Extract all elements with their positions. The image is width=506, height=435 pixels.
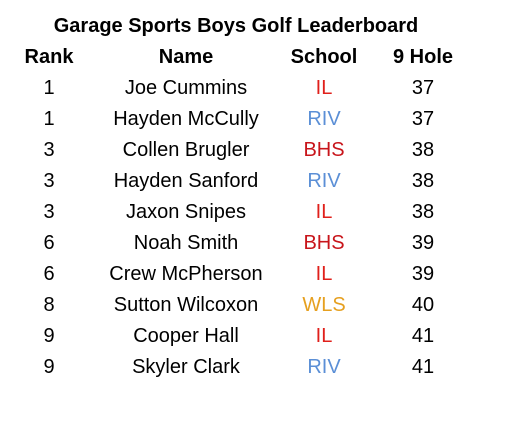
score-cell: 41 bbox=[411, 325, 435, 347]
name-cell: Noah Smith bbox=[133, 232, 239, 254]
school-cell: IL bbox=[315, 77, 333, 99]
name-cell: Sutton Wilcoxon bbox=[113, 294, 259, 316]
table-row: 9 Cooper Hall IL 41 bbox=[0, 321, 472, 352]
table-row: 3 Jaxon Snipes IL 38 bbox=[0, 197, 472, 228]
score-cell: 38 bbox=[411, 139, 435, 161]
school-cell: RIV bbox=[307, 170, 341, 192]
school-cell: IL bbox=[315, 325, 333, 347]
name-cell: Crew McPherson bbox=[109, 263, 263, 285]
score-cell: 39 bbox=[411, 263, 435, 285]
rank-cell: 6 bbox=[43, 232, 55, 254]
school-cell: RIV bbox=[307, 356, 341, 378]
score-cell: 37 bbox=[411, 77, 435, 99]
table-row: 3 Hayden Sanford RIV 38 bbox=[0, 166, 472, 197]
name-cell: Skyler Clark bbox=[132, 356, 240, 378]
rank-cell: 3 bbox=[43, 201, 55, 223]
score-cell: 38 bbox=[411, 170, 435, 192]
score-cell: 39 bbox=[411, 232, 435, 254]
rank-cell: 1 bbox=[43, 108, 55, 130]
table-row: 3 Collen Brugler BHS 38 bbox=[0, 135, 472, 166]
school-column-header: School bbox=[290, 46, 358, 68]
score-cell: 41 bbox=[411, 356, 435, 378]
rank-cell: 9 bbox=[43, 325, 55, 347]
table-row: 1 Hayden McCully RIV 37 bbox=[0, 104, 472, 135]
name-cell: Hayden McCully bbox=[113, 108, 259, 130]
rank-cell: 9 bbox=[43, 356, 55, 378]
school-cell: RIV bbox=[307, 108, 341, 130]
name-cell: Joe Cummins bbox=[124, 77, 248, 99]
leaderboard-title: Garage Sports Boys Golf Leaderboard bbox=[53, 15, 419, 37]
rank-cell: 6 bbox=[43, 263, 55, 285]
rank-cell: 3 bbox=[43, 170, 55, 192]
leaderboard-body: 1 Joe Cummins IL 37 1 Hayden McCully RIV… bbox=[0, 73, 472, 383]
table-row: 6 Noah Smith BHS 39 bbox=[0, 228, 472, 259]
header-row: Rank Name School 9 Hole bbox=[0, 42, 472, 73]
school-cell: BHS bbox=[303, 139, 345, 161]
name-cell: Hayden Sanford bbox=[113, 170, 259, 192]
school-cell: BHS bbox=[303, 232, 345, 254]
school-cell: WLS bbox=[302, 294, 346, 316]
leaderboard-table: Rank Name School 9 Hole 1 Joe Cummins IL… bbox=[0, 42, 472, 383]
name-cell: Jaxon Snipes bbox=[125, 201, 247, 223]
rank-cell: 1 bbox=[43, 77, 55, 99]
score-cell: 37 bbox=[411, 108, 435, 130]
score-cell: 40 bbox=[411, 294, 435, 316]
score-cell: 38 bbox=[411, 201, 435, 223]
table-row: 9 Skyler Clark RIV 41 bbox=[0, 352, 472, 383]
table-row: 6 Crew McPherson IL 39 bbox=[0, 259, 472, 290]
table-row: 1 Joe Cummins IL 37 bbox=[0, 73, 472, 104]
name-cell: Cooper Hall bbox=[133, 325, 239, 347]
rank-column-header: Rank bbox=[24, 46, 74, 68]
name-cell: Collen Brugler bbox=[122, 139, 250, 161]
school-cell: IL bbox=[315, 201, 333, 223]
name-column-header: Name bbox=[158, 46, 214, 68]
table-row: 8 Sutton Wilcoxon WLS 40 bbox=[0, 290, 472, 321]
rank-cell: 8 bbox=[43, 294, 55, 316]
rank-cell: 3 bbox=[43, 139, 55, 161]
school-cell: IL bbox=[315, 263, 333, 285]
nine-hole-column-header: 9 Hole bbox=[392, 46, 454, 68]
